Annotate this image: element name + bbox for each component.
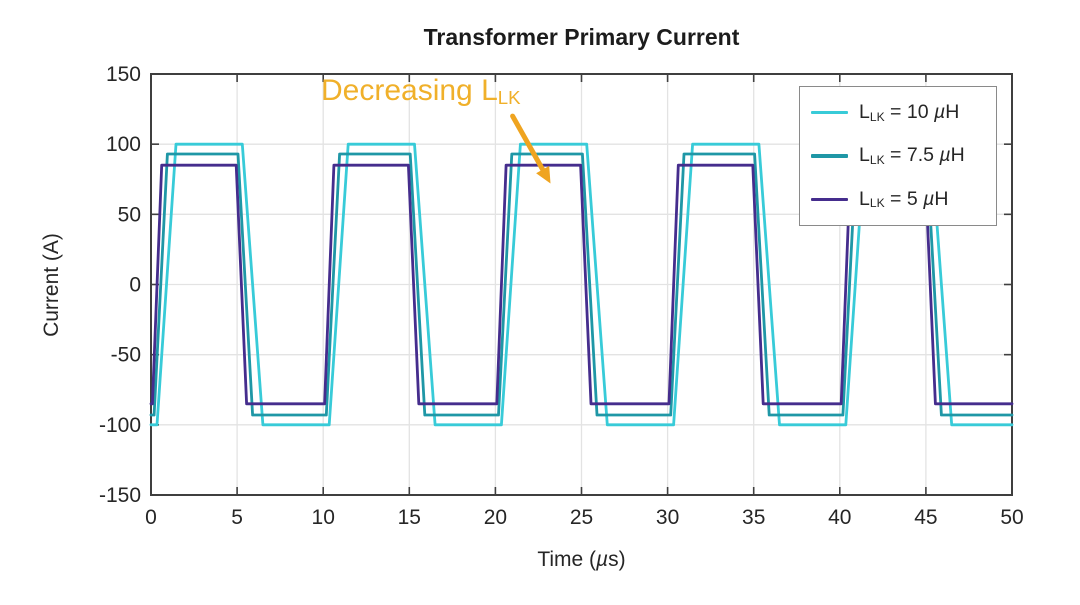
x-tick-label: 20	[484, 506, 507, 529]
legend-entry-2: LLK = 5 µH	[800, 188, 996, 211]
legend-line-sample	[811, 154, 848, 158]
legend: LLK = 10 µH LLK = 7.5 µH LLK = 5 µH	[799, 86, 997, 226]
y-axis-label: Current (A)	[40, 233, 63, 337]
legend-entry-label: LLK = 5 µH	[859, 187, 949, 211]
y-tick-label: 100	[106, 133, 141, 156]
legend-entry-1: LLK = 7.5 µH	[800, 144, 996, 167]
legend-entry-label: LLK = 10 µH	[859, 101, 960, 124]
y-tick-label: 0	[129, 274, 141, 297]
x-axis-label: Time (µs)	[537, 548, 626, 571]
y-tick-label: -50	[111, 344, 141, 367]
annotation-label: Decreasing LLK	[321, 74, 521, 109]
legend-entry-label: LLK = 7.5 µH	[859, 144, 965, 168]
y-tick-label: 150	[106, 63, 141, 86]
x-tick-label: 25	[570, 506, 593, 529]
x-tick-label: 30	[656, 506, 679, 529]
x-tick-label: 35	[742, 506, 765, 529]
x-tick-label: 40	[828, 506, 851, 529]
y-tick-label: -100	[99, 414, 141, 437]
x-tick-label: 0	[145, 506, 157, 529]
legend-line-sample	[811, 197, 848, 201]
series-line-0	[149, 142, 1014, 427]
series-line-1	[149, 152, 1014, 417]
series-line-2	[149, 163, 1014, 406]
annotation-arrow-shaft	[510, 113, 546, 173]
y-tick-label: 50	[118, 203, 141, 226]
x-tick-label: 15	[398, 506, 421, 529]
x-tick-label: 45	[914, 506, 937, 529]
y-tick-label: -150	[99, 484, 141, 507]
x-tick-label: 50	[1000, 506, 1023, 529]
plot-title: Transformer Primary Current	[423, 24, 740, 50]
annotation-arrow-head	[536, 165, 551, 184]
legend-entry-0: LLK = 10 µH	[800, 101, 996, 124]
x-tick-label: 5	[231, 506, 243, 529]
x-tick-label: 10	[312, 506, 335, 529]
legend-line-sample	[811, 110, 848, 115]
